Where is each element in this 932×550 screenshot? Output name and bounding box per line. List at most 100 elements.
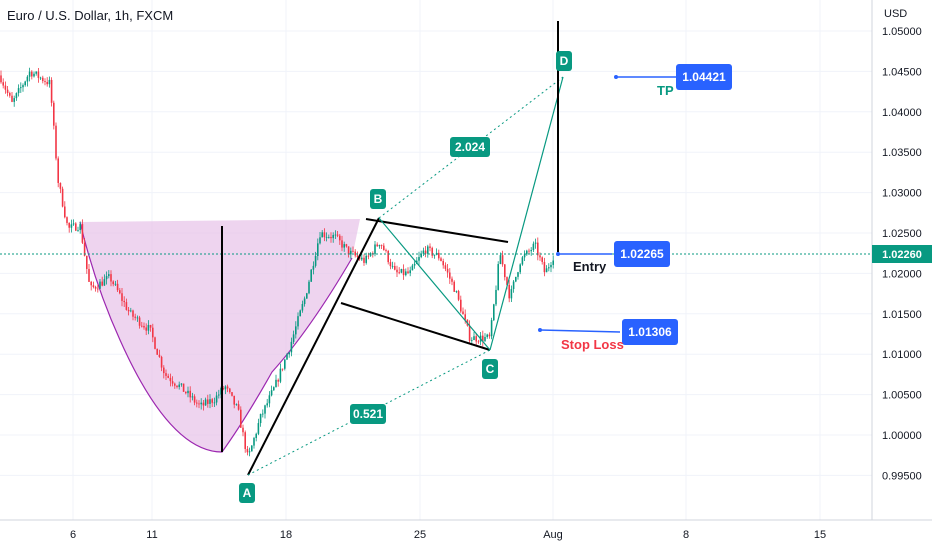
candle-body	[501, 255, 504, 265]
candle-body	[13, 98, 15, 102]
candle-body	[545, 268, 548, 273]
point-d-label[interactable]: D	[556, 51, 572, 71]
candle-body	[132, 310, 134, 317]
candle-body	[207, 399, 209, 404]
stop-loss-marker-dot	[538, 328, 542, 332]
candle-body	[178, 384, 180, 388]
stop-loss-price-box[interactable]: 1.01306	[622, 319, 678, 345]
time-axis[interactable]: 6 11 18 25 Aug 8 15	[70, 529, 826, 541]
svg-text:1.04421: 1.04421	[682, 70, 726, 84]
candle-body	[526, 250, 528, 255]
candle-body	[345, 244, 348, 247]
candle-body	[189, 390, 191, 398]
candle-body	[413, 263, 416, 266]
candle-body	[218, 394, 220, 396]
candle-body	[171, 381, 174, 384]
candle-body	[537, 242, 539, 256]
candle-body	[103, 279, 106, 286]
candle-body	[264, 405, 266, 414]
candle-body	[262, 413, 264, 415]
candle-body	[237, 404, 240, 410]
candle-body	[449, 272, 451, 279]
candle-body	[20, 87, 22, 89]
candle-body	[48, 79, 51, 85]
candle-body	[152, 327, 154, 338]
candle-body	[86, 255, 88, 269]
candle-body	[455, 291, 458, 292]
candle-body	[354, 251, 356, 256]
entry-price-box[interactable]: 1.02265	[614, 241, 670, 267]
tp-price-box[interactable]: 1.04421	[676, 64, 732, 90]
candle-body	[312, 265, 315, 270]
candle-body	[543, 261, 546, 273]
candle-body	[341, 240, 343, 248]
leg-c-to-d	[489, 76, 564, 351]
candle-body	[108, 274, 110, 277]
candle-body	[240, 409, 242, 428]
candle-body	[343, 244, 345, 248]
candle-body	[420, 253, 422, 258]
candle-body	[266, 403, 268, 406]
candle-body	[347, 246, 350, 255]
candle-body	[257, 423, 260, 434]
candle-body	[352, 250, 354, 252]
candle-body	[336, 234, 339, 236]
candle-body	[427, 246, 429, 254]
candle-body	[187, 390, 189, 394]
candle-body	[299, 310, 301, 317]
candle-body	[284, 359, 286, 369]
candle-body	[464, 314, 466, 320]
price-tick-label: 1.04500	[882, 66, 922, 78]
candle-body	[226, 386, 229, 389]
candle-body	[323, 232, 326, 238]
candle-body	[424, 250, 427, 254]
candle-body	[24, 81, 26, 86]
candle-body	[134, 316, 136, 318]
candle-body	[457, 291, 460, 300]
ratio-ac-label[interactable]: 0.521	[350, 404, 386, 424]
point-c-label[interactable]: C	[482, 359, 498, 379]
candle-body	[552, 260, 554, 265]
candle-body	[273, 387, 275, 391]
ratio-bd-label[interactable]: 2.024	[450, 137, 490, 157]
candle-body	[493, 304, 495, 321]
candle-body	[504, 264, 506, 278]
candle-body	[365, 255, 367, 263]
candle-body	[528, 250, 530, 252]
candle-body	[444, 265, 447, 269]
candle-body	[70, 224, 73, 228]
candlestick-series	[0, 67, 554, 457]
candle-body	[314, 256, 317, 266]
candle-body	[453, 281, 455, 292]
candle-body	[28, 71, 31, 77]
time-tick-label: 15	[814, 529, 826, 541]
candle-body	[11, 95, 13, 102]
candle-body	[229, 388, 231, 393]
candle-body	[400, 269, 403, 273]
candle-body	[79, 224, 81, 231]
candle-body	[541, 257, 543, 262]
leg-a-to-b	[247, 217, 380, 476]
candle-body	[471, 340, 473, 341]
candle-body	[90, 281, 92, 286]
candle-body	[433, 254, 436, 256]
point-b-label[interactable]: B	[370, 189, 386, 209]
candle-body	[163, 367, 165, 374]
candle-body	[319, 237, 321, 244]
price-tick-label: 1.03500	[882, 147, 922, 159]
candle-body	[39, 77, 42, 79]
price-axis[interactable]: 1.05000 1.04500 1.04000 1.03500 1.03000 1.025…	[882, 26, 922, 482]
candle-body	[198, 403, 200, 405]
candle-body	[141, 325, 143, 327]
candle-body	[165, 373, 167, 376]
chart-title: Euro / U.S. Dollar, 1h, FXCM	[7, 8, 174, 23]
candle-body	[182, 383, 185, 392]
point-a-label[interactable]: A	[239, 483, 255, 503]
candle-body	[550, 264, 552, 268]
cup-pattern-shape	[80, 219, 360, 452]
candle-body	[391, 265, 394, 267]
candle-body	[4, 85, 7, 90]
candle-body	[339, 235, 341, 241]
candle-body	[303, 298, 306, 305]
